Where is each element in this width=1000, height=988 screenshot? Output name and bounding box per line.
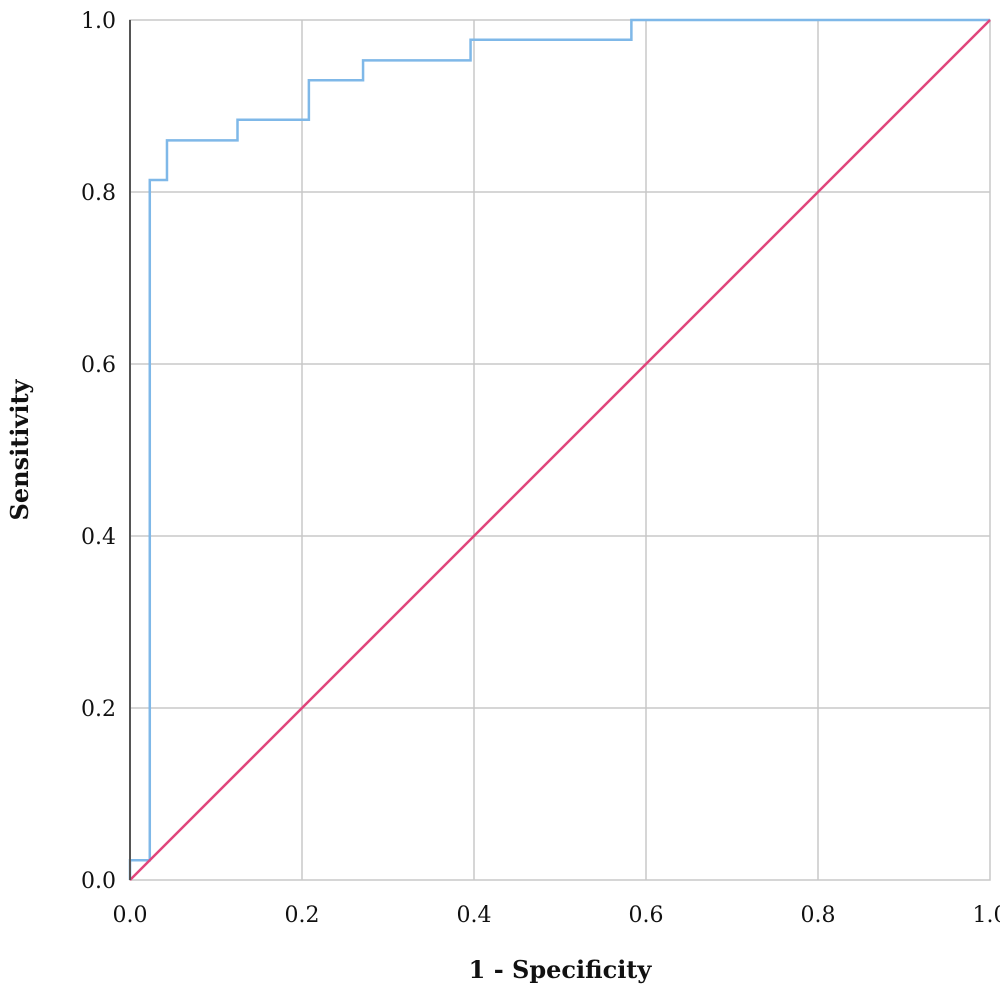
x-tick-label: 0.8 [801, 903, 836, 928]
x-tick-label: 0.2 [285, 903, 320, 928]
x-axis-ticks: 0.0 0.2 0.4 0.6 0.8 1.0 [113, 903, 1000, 928]
y-tick-label: 0.6 [81, 353, 116, 378]
y-tick-label: 0.2 [81, 697, 116, 722]
y-tick-label: 0.8 [81, 181, 116, 206]
y-tick-label: 1.0 [81, 9, 116, 34]
x-tick-label: 0.6 [629, 903, 664, 928]
y-tick-label: 0.0 [81, 869, 116, 894]
y-axis-title: Sensitivity [5, 378, 34, 520]
x-tick-label: 0.0 [113, 903, 148, 928]
y-axis-ticks: 0.0 0.2 0.4 0.6 0.8 1.0 [81, 9, 116, 894]
x-tick-label: 0.4 [457, 903, 492, 928]
reference-diagonal-line [129, 19, 991, 881]
x-tick-label: 1.0 [973, 903, 1000, 928]
y-tick-label: 0.4 [81, 525, 116, 550]
grid [130, 20, 990, 880]
x-axis-title: 1 - Specificity [469, 955, 653, 984]
roc-curve-line [128, 18, 990, 880]
series-layer [128, 18, 991, 881]
